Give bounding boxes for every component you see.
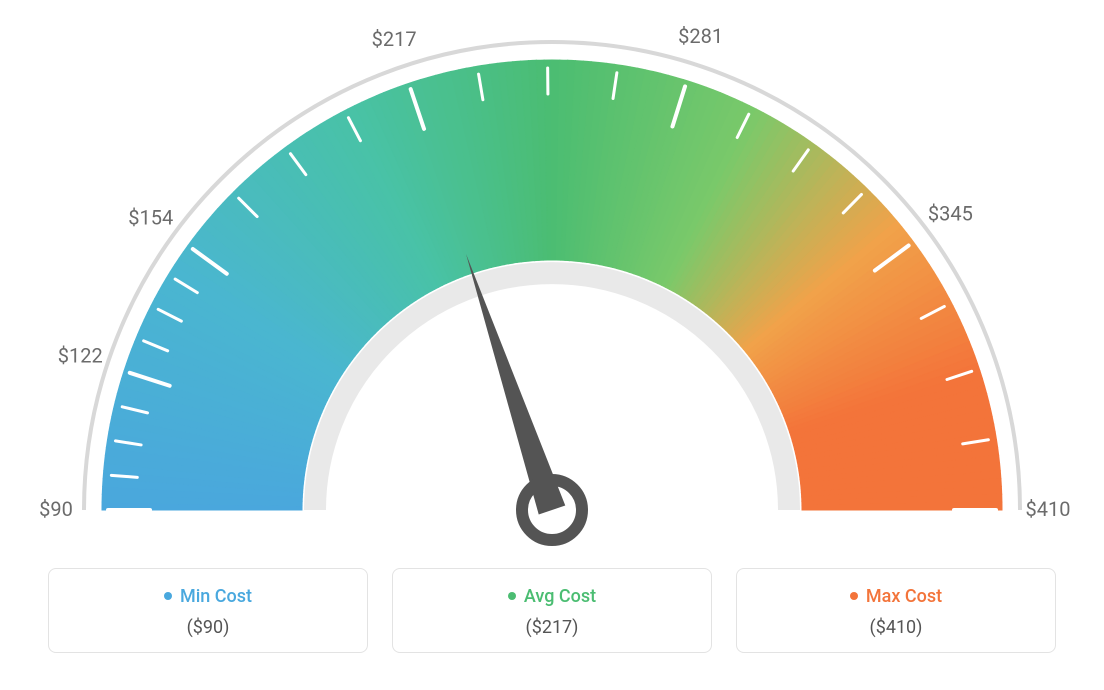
legend-value-avg: ($217): [405, 617, 699, 638]
scale-label: $217: [372, 27, 417, 51]
gauge-container: $90 $122 $154 $217 $281 $345 $410: [0, 0, 1104, 560]
dot-icon: [850, 592, 858, 600]
scale-label: $90: [39, 497, 73, 521]
legend-label-text: Avg Cost: [524, 586, 596, 607]
legend-card-avg: Avg Cost ($217): [392, 568, 712, 653]
scale-label: $154: [128, 205, 173, 229]
gauge-svg: $90 $122 $154 $217 $281 $345 $410: [0, 0, 1104, 560]
legend-label-min: Min Cost: [164, 586, 252, 607]
scale-label: $122: [58, 344, 103, 368]
legend-value-max: ($410): [749, 617, 1043, 638]
scale-label: $345: [928, 202, 973, 226]
legend-row: Min Cost ($90) Avg Cost ($217) Max Cost …: [0, 568, 1104, 653]
legend-label-avg: Avg Cost: [508, 586, 596, 607]
scale-label: $281: [678, 24, 723, 48]
legend-label-text: Min Cost: [180, 586, 252, 607]
legend-card-max: Max Cost ($410): [736, 568, 1056, 653]
dot-icon: [508, 592, 516, 600]
legend-label-text: Max Cost: [866, 586, 942, 607]
legend-value-min: ($90): [61, 617, 355, 638]
legend-label-max: Max Cost: [850, 586, 942, 607]
dot-icon: [164, 592, 172, 600]
gauge-arc: [102, 60, 1002, 510]
scale-label: $410: [1026, 497, 1071, 521]
legend-card-min: Min Cost ($90): [48, 568, 368, 653]
